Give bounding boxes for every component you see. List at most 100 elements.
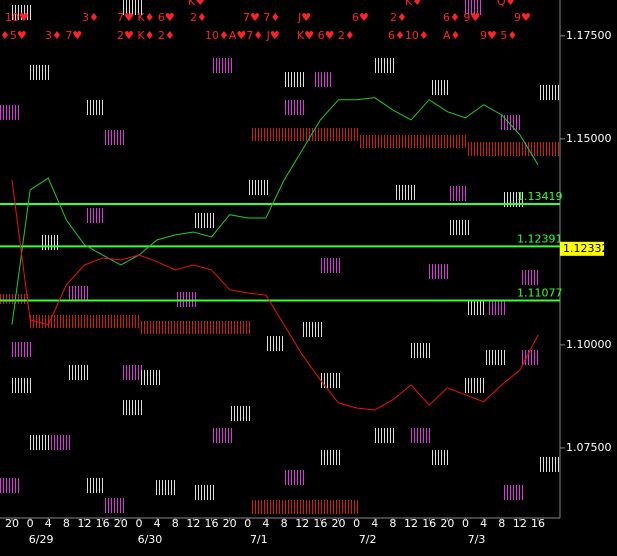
card-label: 6♦10♦ bbox=[388, 29, 429, 42]
hatch-box bbox=[265, 336, 285, 351]
level-label: 1.12391 bbox=[517, 232, 563, 245]
y-tick-label: 1.10000 bbox=[566, 338, 612, 351]
hatch-box bbox=[520, 270, 540, 285]
level-label: 1.11077 bbox=[517, 287, 563, 300]
x-tick-label: 8 bbox=[63, 517, 70, 530]
card-label: 3♦ 7♥ bbox=[45, 29, 82, 42]
x-tick-label: 16 bbox=[313, 517, 327, 530]
x-tick-label: 20 bbox=[331, 517, 345, 530]
x-tick-label: 0 bbox=[27, 517, 34, 530]
hatch-box bbox=[320, 373, 340, 388]
hatch-box bbox=[285, 100, 305, 115]
hatch-box bbox=[540, 457, 560, 472]
current-price-label: 1.12332 bbox=[563, 242, 609, 255]
hatch-zone bbox=[140, 321, 250, 334]
level-label: 1.13419 bbox=[517, 190, 563, 203]
hatch-box bbox=[487, 300, 507, 315]
hatch-box bbox=[465, 378, 485, 393]
hatch-box bbox=[463, 0, 483, 15]
x-tick-label: 12 bbox=[404, 517, 418, 530]
x-tick-label: 0 bbox=[462, 517, 469, 530]
x-tick-label: 12 bbox=[295, 517, 309, 530]
hatch-box bbox=[428, 264, 448, 279]
x-tick-label: 0 bbox=[244, 517, 251, 530]
hatch-decor bbox=[0, 0, 560, 514]
line-series bbox=[11, 97, 539, 325]
x-tick-label: 20 bbox=[114, 517, 128, 530]
hatch-box bbox=[68, 365, 88, 380]
hatch-box bbox=[540, 85, 560, 100]
hatch-box bbox=[176, 292, 196, 307]
hatch-box bbox=[313, 72, 333, 87]
card-label: K♥ 6♥ 2♦ bbox=[297, 29, 355, 42]
hatch-box bbox=[30, 435, 50, 450]
hatch-zone bbox=[250, 128, 358, 141]
hatch-box bbox=[520, 350, 540, 365]
hatch-box bbox=[303, 322, 323, 337]
y-tick-label: 1.17500 bbox=[566, 29, 612, 42]
card-label: 6♦ 9♥ bbox=[443, 11, 480, 24]
x-tick-label: 20 bbox=[440, 517, 454, 530]
hatch-box bbox=[285, 72, 305, 87]
hatch-box bbox=[12, 342, 32, 357]
date-label: 7/3 bbox=[468, 533, 486, 546]
hatch-box bbox=[410, 343, 430, 358]
x-tick-label: 12 bbox=[78, 517, 92, 530]
x-tick-label: 8 bbox=[172, 517, 179, 530]
x-tick-label: 12 bbox=[186, 517, 200, 530]
x-tick-label: 16 bbox=[96, 517, 110, 530]
x-tick-label: 20 bbox=[223, 517, 237, 530]
hatch-box bbox=[85, 100, 105, 115]
card-label: ♦5♥ bbox=[0, 29, 27, 42]
hatch-box bbox=[12, 378, 32, 393]
y-tick-label: 1.15000 bbox=[566, 132, 612, 145]
hatch-box bbox=[430, 450, 450, 465]
x-tick-label: 16 bbox=[205, 517, 219, 530]
x-tick-label: 4 bbox=[154, 517, 161, 530]
card-label: 7♥ K♦ 6♥ bbox=[117, 11, 175, 24]
card-label: 9♥ 5♦ bbox=[480, 29, 517, 42]
hatch-box bbox=[40, 235, 60, 250]
y-tick-label: 1.07500 bbox=[566, 441, 612, 454]
card-label: K♦ bbox=[405, 0, 422, 8]
card-label: J♥ bbox=[297, 11, 311, 24]
date-label: 7/1 bbox=[250, 533, 268, 546]
x-tick-label: 8 bbox=[498, 517, 505, 530]
hatch-box bbox=[195, 485, 215, 500]
x-tick-label: 4 bbox=[480, 517, 487, 530]
hatch-box bbox=[155, 480, 175, 495]
x-tick-label: 4 bbox=[45, 517, 52, 530]
date-label: 6/30 bbox=[138, 533, 163, 546]
hatch-box bbox=[230, 406, 250, 421]
x-tick-label: 20 bbox=[5, 517, 19, 530]
hatch-box bbox=[195, 213, 215, 228]
card-label: 6♥ bbox=[352, 11, 369, 24]
x-tick-label: 16 bbox=[422, 517, 436, 530]
hatch-box bbox=[500, 115, 520, 130]
hatch-box bbox=[375, 58, 395, 73]
hatch-box bbox=[448, 186, 468, 201]
hatch-box bbox=[12, 5, 32, 20]
hatch-box bbox=[248, 180, 268, 195]
date-label: 7/2 bbox=[359, 533, 377, 546]
x-tick-label: 8 bbox=[389, 517, 396, 530]
hatch-box bbox=[0, 478, 20, 493]
card-label: 7♥ 7♦ bbox=[243, 11, 280, 24]
card-label: 10♥ bbox=[5, 11, 29, 24]
x-tick-label: 4 bbox=[262, 517, 269, 530]
hatch-box bbox=[50, 435, 70, 450]
date-label: 6/29 bbox=[29, 533, 54, 546]
hatch-box bbox=[68, 286, 88, 301]
line-series bbox=[11, 180, 539, 411]
hatch-box bbox=[122, 365, 142, 380]
hatch-box bbox=[122, 400, 142, 415]
hatch-box bbox=[122, 0, 142, 15]
hatch-box bbox=[212, 428, 232, 443]
card-label: 3♦ bbox=[82, 11, 99, 24]
x-tick-label: 12 bbox=[513, 517, 527, 530]
hatch-box bbox=[213, 58, 233, 73]
x-tick-label: 4 bbox=[371, 517, 378, 530]
hatch-box bbox=[503, 485, 523, 500]
card-label: 2♦ bbox=[390, 11, 407, 24]
card-label: K♥ bbox=[188, 0, 205, 8]
